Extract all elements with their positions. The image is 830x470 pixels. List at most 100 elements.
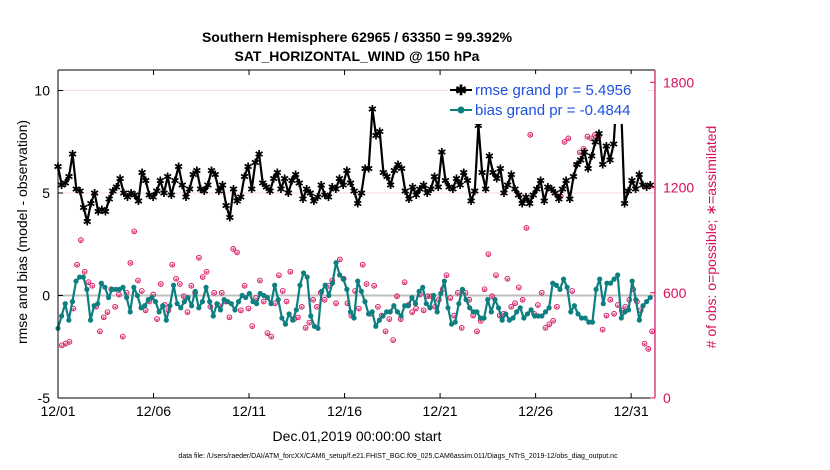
bias-point: [228, 301, 234, 307]
bias-point: [304, 274, 310, 280]
right-y-tick-label: 1800: [663, 74, 694, 90]
rmse-point: ✱: [390, 164, 399, 177]
rmse-point: ✱: [306, 187, 315, 200]
plot-background: [58, 70, 655, 398]
rmse-point: ✱: [156, 175, 165, 188]
bias-point: [113, 286, 119, 292]
obs-possible-marker: [645, 346, 652, 352]
bias-point: [192, 288, 198, 294]
bias-point: [474, 309, 480, 315]
bias-point: [337, 272, 343, 278]
rmse-point: ✱: [419, 179, 428, 192]
rmse-point: ✱: [375, 126, 384, 139]
obs-possible-marker: [443, 272, 450, 279]
rmse-point: ✱: [404, 193, 413, 206]
obs-assimilated-marker: *: [441, 287, 445, 296]
x-axis-label: Dec.01,2019 00:00:00 start: [273, 428, 442, 444]
x-tick-label: 12/16: [327, 403, 362, 419]
bias-point: [297, 282, 303, 288]
bias-point: [293, 307, 299, 313]
obs-possible-marker: [321, 296, 328, 303]
rmse-point: ✱: [558, 183, 567, 196]
bias-point: [488, 309, 494, 315]
rmse-point: ✱: [309, 195, 318, 208]
obs-possible-marker: [508, 303, 515, 310]
obs-possible-marker: [622, 303, 629, 310]
obs-assimilated-marker: *: [144, 308, 148, 317]
x-tick-label: 12/06: [136, 403, 171, 419]
bias-point: [246, 290, 252, 297]
obs-assimilated-marker: *: [403, 280, 407, 289]
obs-assimilated-marker: *: [528, 133, 532, 142]
bias-point: [434, 309, 440, 315]
bias-point: [163, 317, 169, 323]
x-tick-label: 12/31: [614, 403, 649, 419]
rmse-point: ✱: [72, 183, 81, 196]
bias-point: [272, 282, 278, 288]
rmse-point: ✱: [591, 136, 600, 149]
obs-possible-marker: [409, 309, 416, 315]
rmse-point: ✱: [510, 183, 519, 196]
bias-point: [344, 286, 350, 292]
obs-possible-marker: [523, 225, 530, 231]
bias-point: [420, 284, 426, 290]
rmse-point: ✱: [543, 181, 552, 194]
obs-assimilated-marker: *: [128, 261, 132, 270]
rmse-point: ✱: [503, 179, 512, 192]
obs-possible-marker: [394, 293, 400, 300]
bias-point: [633, 297, 639, 303]
obs-assimilated-marker: *: [429, 294, 433, 303]
rmse-point: ✱: [492, 173, 501, 186]
rmse-point: ✱: [488, 167, 497, 180]
legend-bias-marker: [457, 106, 465, 114]
bias-point: [73, 278, 79, 284]
rmse-point: ✱: [265, 185, 274, 198]
rmse-point: ✱: [481, 183, 490, 196]
obs-assimilated-marker: *: [235, 250, 239, 259]
obs-possible-marker: [287, 268, 294, 275]
obs-possible-marker: [257, 277, 263, 284]
rmse-point: ✱: [499, 187, 508, 200]
obs-possible-marker: [554, 303, 560, 310]
legend-rmse-label: rmse grand pr = 5.4956: [475, 82, 631, 99]
obs-assimilated-marker: *: [205, 269, 209, 278]
obs-assimilated-marker: *: [536, 303, 540, 312]
rmse-point: ✱: [137, 167, 146, 180]
obs-possible-marker: [375, 303, 381, 310]
rmse-point: ✱: [262, 181, 271, 194]
bias-point: [347, 309, 354, 315]
obs-assimilated-marker: *: [448, 296, 452, 305]
obs-possible-marker: [276, 272, 282, 279]
bias-point: [423, 301, 429, 307]
obs-possible-marker: [85, 279, 92, 286]
rmse-point: ✱: [565, 193, 574, 206]
bias-point: [615, 272, 621, 278]
obs-assimilated-marker: *: [90, 283, 94, 292]
legend: ✱ rmse grand pr = 5.4956 bias grand pr =…: [448, 74, 648, 124]
rmse-point: ✱: [141, 175, 150, 188]
obs-assimilated-marker: *: [300, 305, 304, 314]
obs-possible-marker: [298, 303, 305, 310]
obs-assimilated-marker: *: [547, 322, 551, 331]
bias-point: [322, 282, 328, 288]
bias-point: [524, 311, 531, 317]
rmse-point: ✱: [233, 195, 242, 208]
rmse-point: ✱: [211, 169, 220, 182]
bias-point: [586, 319, 592, 325]
obs-possible-marker: [538, 289, 545, 296]
obs-assimilated-marker: *: [456, 291, 460, 300]
obs-possible-marker: [81, 268, 88, 275]
bias-point: [600, 301, 606, 307]
data-file-footer: data file: /Users/raeder/DAI/ATM_forcXX/…: [178, 453, 618, 460]
rmse-point: ✱: [254, 148, 263, 161]
obs-assimilated-marker: *: [608, 298, 612, 307]
bias-point: [232, 307, 238, 313]
obs-assimilated-marker: *: [288, 269, 292, 278]
bias-point: [398, 313, 404, 319]
rmse-point: ✱: [642, 181, 651, 194]
rmse-point: ✱: [412, 189, 421, 202]
obs-assimilated-marker: *: [391, 338, 395, 347]
rmse-point: ✱: [448, 183, 457, 196]
obs-possible-marker: [306, 319, 313, 326]
